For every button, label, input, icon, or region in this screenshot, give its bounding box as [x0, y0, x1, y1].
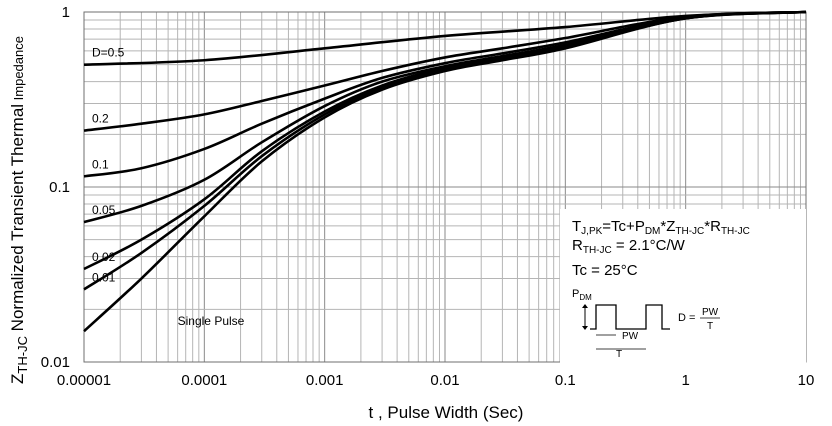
formula-thermal-resistance: RTH-JC = 2.1°C/W	[572, 237, 685, 256]
x-tick-label: 0.0001	[181, 372, 227, 389]
pulse-waveform	[590, 304, 670, 330]
y-tick-label: 1	[62, 4, 70, 21]
x-tick-label: 0.1	[555, 372, 576, 389]
y-axis-title-main: Normalized Transient Thermal	[8, 104, 27, 336]
pulse-height-arrowhead-top	[582, 304, 588, 308]
y-axis-title-prefix: Z	[8, 374, 27, 384]
formula-case-temp: Tc = 25°C	[572, 262, 638, 279]
curves	[83, 10, 807, 333]
x-tick-label: 1	[681, 372, 689, 389]
formula-box: TJ,PK=Tc+PDM*ZTH-JC*RTH-JC RTH-JC = 2.1°…	[560, 209, 806, 364]
curve-label: 0.02	[92, 250, 116, 264]
curve-label: 0.1	[92, 157, 109, 171]
formula-junction-temp: TJ,PK=Tc+PDM*ZTH-JC*RTH-JC	[572, 218, 750, 237]
curve-label: D=0.5	[92, 46, 125, 60]
y-tick-label: 0.01	[41, 354, 70, 371]
x-tick-label: 0.01	[430, 372, 459, 389]
curve-0-2	[83, 10, 807, 132]
y-tick-label: 0.1	[49, 179, 70, 196]
pulse-height-arrowhead-bottom	[582, 326, 588, 330]
tick-labels: 0.00001 0.0001 0.001 0.01 0.1 1 10 0.01 0.1 1	[41, 4, 815, 389]
plot-frame	[83, 11, 807, 363]
y-axis-title: ZTH-JC Normalized Transient Thermal Impe…	[8, 36, 30, 384]
duty-cycle-label: D =	[678, 312, 695, 324]
curve-label: 0.01	[92, 270, 116, 284]
curve-label: 0.2	[92, 112, 109, 126]
pw-label: PW	[622, 331, 639, 342]
curve-label: 0.05	[92, 203, 116, 217]
curve-labels: D=0.5 0.2 0.1 0.05 0.02 0.01 Single Pulse	[92, 46, 245, 329]
pulse-p-label: PDM	[572, 288, 592, 302]
curve-label: Single Pulse	[178, 314, 245, 328]
x-tick-label: 10	[798, 372, 815, 389]
x-tick-label: 0.00001	[57, 372, 111, 389]
x-tick-label: 0.001	[306, 372, 344, 389]
x-axis-title: t , Pulse Width (Sec)	[369, 403, 524, 422]
y-axis-title-prefix-sub: TH-JC	[15, 336, 30, 374]
curve-single-pulse	[83, 10, 807, 333]
duty-fraction-num: PW	[702, 307, 719, 318]
y-axis-title-tail: Impedance	[11, 36, 26, 104]
period-label: T	[616, 349, 622, 359]
duty-fraction-den: T	[707, 321, 713, 332]
pulse-diagram: PDM PW T D = PW T	[572, 288, 720, 359]
